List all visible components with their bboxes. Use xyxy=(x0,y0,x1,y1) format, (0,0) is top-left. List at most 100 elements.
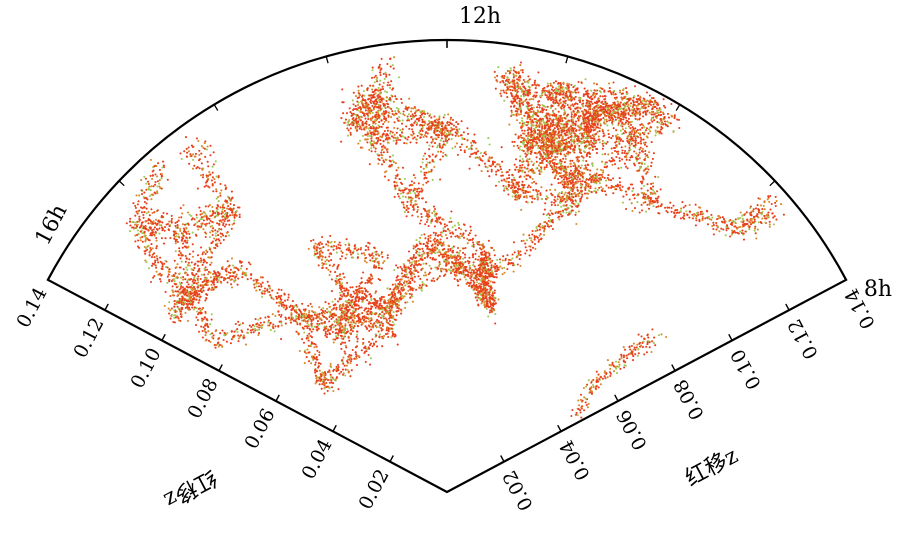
galaxy-point xyxy=(199,246,203,249)
galaxy-point xyxy=(343,317,346,320)
galaxy-point xyxy=(423,173,426,176)
galaxy-point xyxy=(499,261,502,264)
galaxy-point xyxy=(523,166,526,169)
galaxy-point xyxy=(134,240,137,243)
galaxy-point xyxy=(397,119,400,122)
galaxy-point xyxy=(204,252,207,255)
galaxy-point xyxy=(365,120,368,123)
galaxy-point xyxy=(460,120,463,123)
galaxy-point xyxy=(373,81,376,84)
galaxy-point xyxy=(651,328,654,331)
galaxy-point xyxy=(442,241,445,244)
galaxy-point xyxy=(395,279,398,282)
galaxy-point xyxy=(603,141,606,145)
galaxy-point xyxy=(473,133,476,136)
galaxy-point xyxy=(153,256,156,259)
galaxy-point xyxy=(409,277,412,280)
galaxy-point xyxy=(573,84,576,87)
galaxy-point xyxy=(498,163,501,166)
galaxy-point xyxy=(508,258,511,261)
galaxy-point xyxy=(167,273,170,276)
galaxy-point xyxy=(416,210,419,213)
galaxy-point xyxy=(587,137,590,140)
galaxy-point xyxy=(539,232,542,236)
galaxy-point xyxy=(391,330,394,333)
galaxy-point xyxy=(584,78,587,81)
galaxy-point xyxy=(339,304,342,307)
galaxy-point xyxy=(601,175,604,179)
galaxy-point xyxy=(583,396,586,399)
galaxy-point xyxy=(436,144,439,147)
galaxy-point xyxy=(559,213,562,216)
galaxy-point xyxy=(401,131,404,134)
galaxy-point xyxy=(405,280,408,283)
galaxy-point xyxy=(421,126,424,129)
galaxy-point xyxy=(619,139,622,142)
galaxy-point xyxy=(444,233,448,237)
galaxy-point xyxy=(377,264,380,267)
galaxy-point xyxy=(347,310,350,313)
galaxy-point xyxy=(587,133,590,136)
galaxy-point xyxy=(377,162,380,165)
galaxy-point xyxy=(630,132,633,136)
galaxy-point xyxy=(617,123,620,126)
galaxy-point xyxy=(445,135,448,138)
galaxy-point xyxy=(370,137,373,140)
galaxy-point xyxy=(491,272,494,275)
galaxy-point xyxy=(536,229,539,232)
galaxy-point xyxy=(449,272,453,275)
galaxy-point xyxy=(522,85,525,89)
galaxy-point xyxy=(457,221,460,224)
galaxy-point xyxy=(511,189,514,192)
galaxy-point xyxy=(621,140,624,143)
galaxy-point xyxy=(551,194,554,197)
galaxy-point xyxy=(433,237,436,240)
galaxy-point xyxy=(205,249,208,252)
galaxy-point xyxy=(508,174,511,177)
galaxy-point xyxy=(527,170,530,173)
galaxy-point xyxy=(356,324,359,328)
galaxy-point xyxy=(456,131,459,134)
galaxy-point xyxy=(400,201,403,204)
galaxy-point xyxy=(328,305,332,308)
galaxy-point xyxy=(369,310,372,313)
galaxy-point xyxy=(389,288,392,291)
galaxy-point xyxy=(551,94,555,97)
galaxy-point xyxy=(539,238,542,241)
galaxy-point xyxy=(386,305,389,308)
galaxy-point xyxy=(605,372,608,376)
galaxy-point xyxy=(210,256,213,259)
galaxy-point xyxy=(575,222,578,226)
galaxy-point xyxy=(446,129,449,132)
galaxy-point xyxy=(377,115,380,118)
galaxy-point xyxy=(512,100,515,103)
galaxy-point xyxy=(443,223,446,226)
galaxy-point xyxy=(412,247,415,250)
galaxy-point xyxy=(543,166,546,169)
galaxy-point xyxy=(633,95,636,98)
galaxy-point xyxy=(343,314,346,317)
galaxy-point xyxy=(423,283,426,286)
galaxy-point xyxy=(648,94,651,97)
galaxy-point xyxy=(374,290,378,293)
galaxy-point xyxy=(650,96,654,100)
galaxy-point xyxy=(400,192,403,195)
galaxy-point xyxy=(418,131,421,134)
galaxy-point xyxy=(646,333,649,336)
galaxy-point xyxy=(602,117,605,120)
galaxy-point xyxy=(393,195,396,198)
galaxy-point xyxy=(398,307,401,310)
galaxy-point xyxy=(585,385,588,388)
galaxy-point xyxy=(410,271,413,274)
galaxy-point xyxy=(561,183,564,186)
galaxy-point xyxy=(431,178,434,181)
galaxy-point xyxy=(444,273,447,276)
galaxy-point xyxy=(422,250,425,253)
galaxy-point xyxy=(638,341,642,344)
galaxy-point xyxy=(527,184,530,187)
galaxy-point xyxy=(191,284,194,287)
galaxy-point xyxy=(204,339,207,342)
galaxy-point xyxy=(573,175,576,178)
galaxy-point xyxy=(589,140,592,143)
galaxy-point xyxy=(509,88,512,92)
